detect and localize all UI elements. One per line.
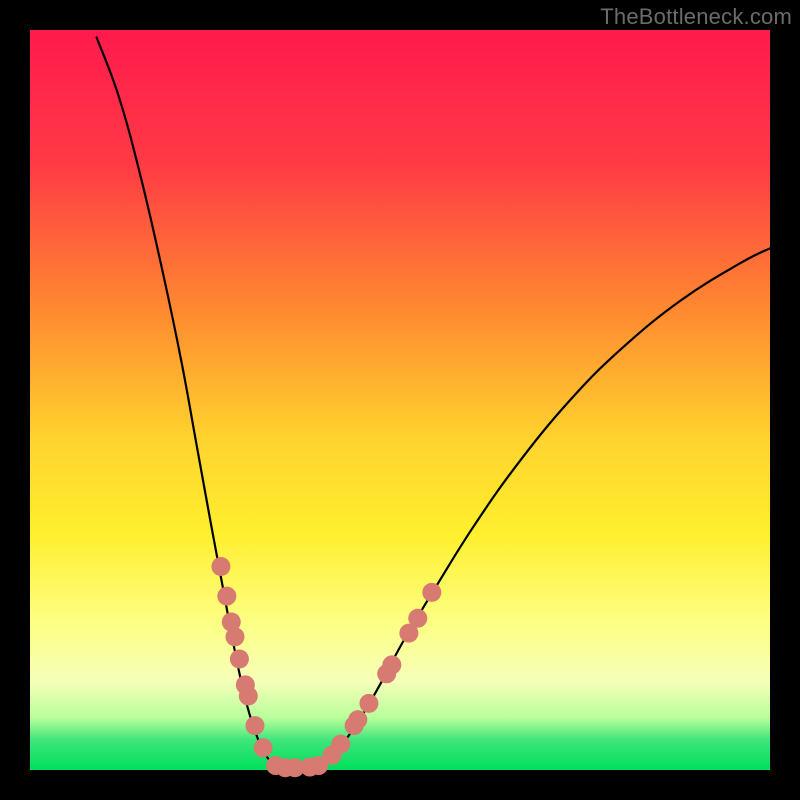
- watermark-text: TheBottleneck.com: [600, 4, 792, 30]
- data-point: [359, 694, 378, 713]
- data-point: [217, 587, 236, 606]
- data-point: [245, 716, 264, 735]
- data-point: [382, 655, 401, 674]
- data-point: [331, 735, 350, 754]
- chart-frame: TheBottleneck.com: [0, 0, 800, 800]
- data-point: [225, 627, 244, 646]
- data-point: [239, 687, 258, 706]
- data-point: [348, 710, 367, 729]
- plot-background: [30, 30, 770, 770]
- data-point: [254, 738, 273, 757]
- bottleneck-curve-chart: [0, 0, 800, 800]
- data-point: [408, 609, 427, 628]
- data-point: [211, 557, 230, 576]
- data-point: [422, 583, 441, 602]
- data-point: [230, 650, 249, 669]
